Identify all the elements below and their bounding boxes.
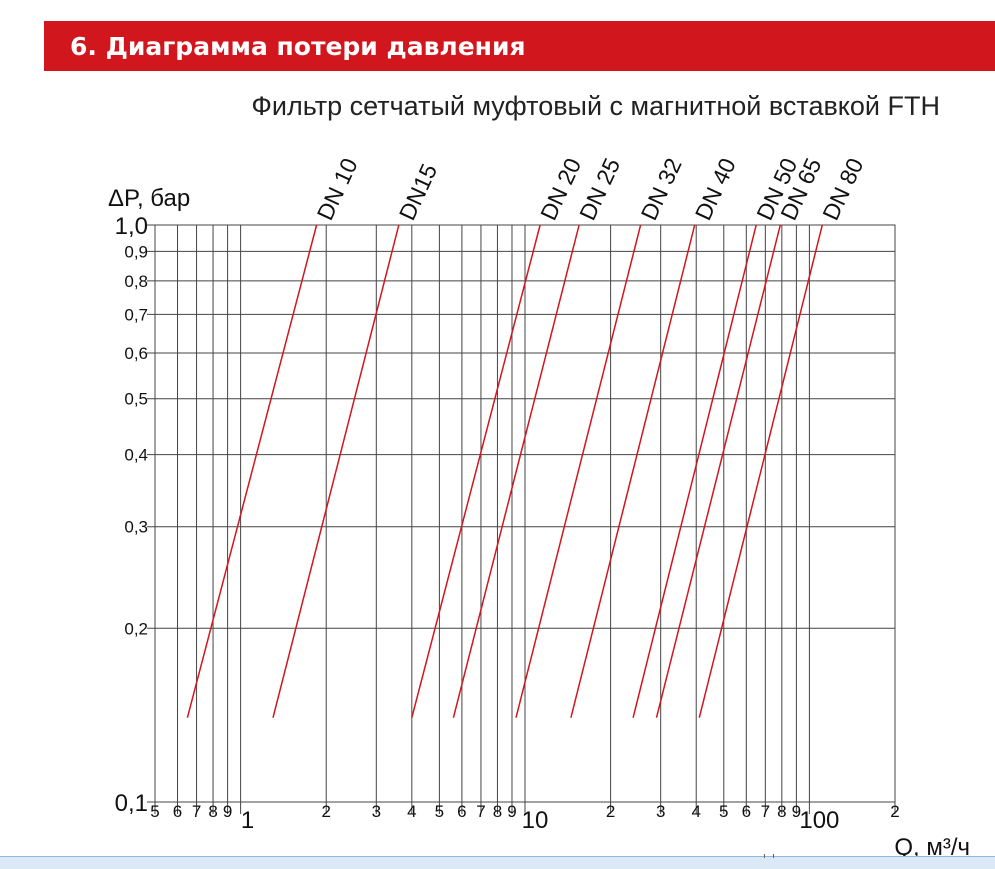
- section-header: 6. Диаграмма потери давления: [44, 21, 995, 71]
- series-label: DN15: [394, 160, 442, 224]
- series-label: DN 32: [636, 154, 687, 224]
- x-tick-label: 6: [457, 802, 466, 821]
- x-tick-label: 9: [792, 802, 801, 821]
- x-tick-label: 8: [493, 802, 502, 821]
- y-tick-label: 1,0: [115, 213, 148, 240]
- x-tick-label: 9: [507, 802, 516, 821]
- section-title: 6. Диаграмма потери давления: [70, 31, 526, 61]
- y-tick-label: 0,9: [124, 242, 148, 261]
- series-line: [632, 224, 757, 718]
- y-tick-label: 0,8: [124, 272, 148, 291]
- x-axis-label: Q, м³/ч: [894, 834, 970, 856]
- y-tick-label: 0,6: [124, 344, 148, 363]
- series-line: [570, 224, 696, 718]
- chart-series: [186, 224, 824, 718]
- x-tick-label: 100: [799, 807, 839, 834]
- series-line: [655, 224, 782, 718]
- y-tick-label: 0,7: [124, 305, 148, 324]
- y-tick-label: 0,1: [115, 790, 148, 817]
- x-tick-label: 5: [435, 802, 444, 821]
- x-tick-label: 2: [606, 802, 615, 821]
- chart-grid: [147, 224, 896, 814]
- x-tick-label: 2: [321, 802, 330, 821]
- y-axis-label: ΔP, бар: [108, 185, 190, 212]
- series-label: DN 40: [690, 154, 741, 224]
- x-tick-label: 1: [241, 807, 254, 834]
- x-tick-label: 3: [656, 802, 665, 821]
- chart-subtitle: Фильтр сетчатый муфтовый с магнитной вст…: [251, 91, 940, 121]
- x-tick-label: 5: [719, 802, 728, 821]
- series-line: [515, 224, 642, 718]
- series-line: [698, 224, 824, 718]
- x-tick-label: 8: [777, 802, 786, 821]
- x-tick-label: 7: [476, 802, 485, 821]
- y-tick-label: 0,2: [124, 619, 148, 638]
- x-tick-label: 2: [890, 802, 899, 821]
- x-tick-label: 3: [372, 802, 381, 821]
- x-tick-label: 9: [223, 802, 232, 821]
- resize-grip-icon[interactable]: [764, 854, 774, 858]
- series-line: [272, 224, 400, 718]
- y-tick-label: 0,5: [124, 390, 148, 409]
- x-tick-label: 6: [173, 802, 182, 821]
- x-tick-label: 4: [407, 802, 416, 821]
- series-line: [186, 224, 318, 718]
- x-tick-label: 7: [761, 802, 770, 821]
- y-tick-label: 0,4: [124, 446, 148, 465]
- x-tick-label: 8: [208, 802, 217, 821]
- x-tick-label: 7: [192, 802, 201, 821]
- series-line: [452, 224, 580, 718]
- x-tick-label: 6: [742, 802, 751, 821]
- window-bottom-bar: [0, 854, 995, 869]
- series-label: DN 10: [312, 154, 363, 224]
- x-tick-label: 5: [150, 802, 159, 821]
- x-tick-label: 10: [522, 807, 549, 834]
- series-line: [411, 224, 541, 718]
- x-tick-label: 4: [691, 802, 700, 821]
- y-tick-label: 0,3: [124, 518, 148, 537]
